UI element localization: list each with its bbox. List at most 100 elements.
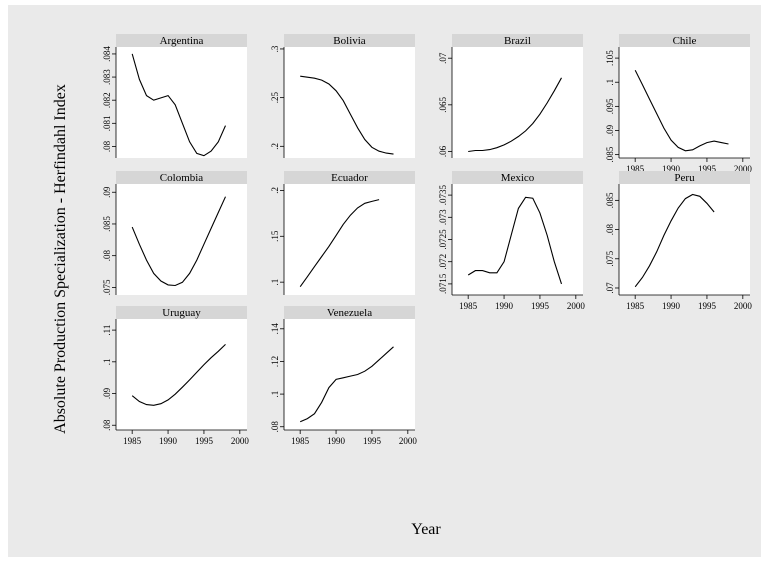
y-tick-label: .072	[438, 254, 448, 270]
panel-background	[452, 184, 583, 295]
panel-title: Peru	[674, 172, 695, 184]
panel-bolivia: Bolivia .2 .25 .3	[270, 34, 415, 158]
x-tick-label: 1995	[698, 164, 717, 174]
x-tick-label: 2000	[567, 301, 586, 311]
x-tick-label: 2000	[399, 436, 418, 446]
y-tick-label: .082	[102, 92, 112, 108]
y-tick-label: .14	[270, 323, 280, 335]
panel-peru: Peru .07 .075 .08 .085 1985 1990 1995 2000	[605, 171, 752, 311]
y-tick-label: .081	[102, 115, 112, 131]
panel-colombia: Colombia .075 .08 .085 .09	[102, 171, 247, 295]
panel-header	[284, 171, 415, 184]
y-tick-label: .11	[102, 325, 112, 336]
panel-title: Colombia	[160, 172, 204, 184]
panel-header	[116, 34, 247, 47]
y-tick-label: .073	[438, 209, 448, 225]
panel-header	[284, 34, 415, 47]
panel-header	[452, 171, 583, 184]
series-line-argentina	[131, 53, 227, 157]
panel-header	[452, 34, 583, 47]
y-tick-label: .08	[102, 140, 112, 152]
panel-background	[284, 319, 415, 430]
panel-argentina: Argentina .08 .081 .082 .083 .084	[102, 34, 247, 158]
x-tick-label: 1995	[363, 436, 382, 446]
series-line-chile	[634, 69, 729, 152]
panel-header	[116, 306, 247, 319]
chart-figure: Argentina .08 .081 .082 .083 .084 Bolivia .2 .25…	[8, 5, 761, 557]
y-tick-label: .1	[270, 279, 280, 286]
panel-mexico: Mexico .0715 .072 .0725 .073 .0735 1985 1990 199…	[438, 171, 585, 311]
y-tick-label: .085	[605, 192, 615, 208]
series-line-ecuador	[299, 199, 380, 288]
y-tick-label: .07	[438, 52, 448, 64]
x-tick-label: 2000	[231, 436, 250, 446]
y-tick-label: .075	[605, 250, 615, 266]
x-tick-label: 1985	[626, 301, 645, 311]
y-tick-label: .0735	[438, 184, 448, 205]
panel-background	[619, 184, 750, 295]
y-tick-label: .12	[270, 356, 280, 367]
x-tick-label: 1995	[531, 301, 550, 311]
y-tick-label: .09	[102, 186, 112, 198]
panel-background	[116, 319, 247, 430]
y-tick-label: .1	[605, 79, 615, 86]
y-tick-label: .09	[102, 387, 112, 399]
x-axis-title: Year	[411, 521, 441, 538]
panel-header	[284, 306, 415, 319]
y-tick-label: .1	[102, 358, 112, 365]
x-tick-label: 1985	[459, 301, 478, 311]
panel-brazil: Brazil .06 .065 .07	[438, 34, 583, 158]
series-line-bolivia	[300, 75, 394, 155]
y-tick-label: .15	[270, 230, 280, 242]
x-tick-label: 1990	[327, 436, 346, 446]
x-tick-label: 1995	[195, 436, 214, 446]
panel-background	[116, 47, 247, 158]
x-tick-label: 1985	[626, 164, 645, 174]
panel-header	[619, 171, 750, 184]
panel-uruguay: Uruguay .08 .09 .1 .11 1985 1990 1995 2000	[102, 306, 249, 446]
panel-background	[284, 184, 415, 295]
y-tick-label: .095	[605, 98, 615, 114]
y-tick-label: .09	[605, 124, 615, 136]
y-tick-label: .25	[270, 92, 280, 104]
x-tick-label: 2000	[734, 164, 753, 174]
x-tick-label: 1990	[662, 164, 681, 174]
y-tick-label: .084	[102, 46, 112, 62]
y-tick-label: .08	[605, 223, 615, 235]
panel-background	[116, 184, 247, 295]
y-tick-label: .105	[605, 50, 615, 66]
panel-header	[116, 171, 247, 184]
panel-background	[619, 47, 750, 158]
series-line-colombia	[131, 196, 227, 287]
y-tick-label: .0725	[438, 229, 448, 250]
panel-venezuela: Venezuela .08 .1 .12 .14 1985 1990 1995 2000	[270, 306, 417, 446]
x-tick-label: 1990	[159, 436, 178, 446]
series-line-peru	[634, 193, 715, 288]
panel-header	[619, 34, 750, 47]
panel-ecuador: Ecuador .1 .15 .2	[270, 171, 415, 295]
panel-title: Uruguay	[162, 307, 201, 319]
y-tick-label: .2	[270, 187, 280, 194]
series-line-mexico	[467, 196, 563, 285]
panel-title: Argentina	[160, 35, 204, 47]
panel-background	[452, 47, 583, 158]
y-tick-label: .085	[102, 216, 112, 232]
series-line-venezuela	[299, 346, 394, 423]
x-tick-label: 1990	[662, 301, 681, 311]
series-line-uruguay	[131, 344, 226, 406]
y-tick-label: .08	[102, 419, 112, 431]
panel-title: Ecuador	[331, 172, 368, 184]
chart-plot-area: Argentina .08 .081 .082 .083 .084 Bolivia .2 .25…	[52, 34, 753, 538]
y-tick-label: .083	[102, 69, 112, 85]
y-tick-label: .08	[270, 421, 280, 433]
panel-title: Brazil	[504, 35, 531, 47]
x-tick-label: 2000	[734, 301, 753, 311]
y-tick-label: .08	[102, 250, 112, 262]
y-tick-label: .0715	[438, 273, 448, 294]
panel-title: Mexico	[501, 172, 535, 184]
x-tick-label: 1985	[291, 436, 310, 446]
x-tick-label: 1995	[698, 301, 717, 311]
x-tick-label: 1990	[495, 301, 514, 311]
y-axis-title: Absolute Production Specialization - Her…	[52, 84, 69, 434]
x-tick-label: 1985	[123, 436, 142, 446]
